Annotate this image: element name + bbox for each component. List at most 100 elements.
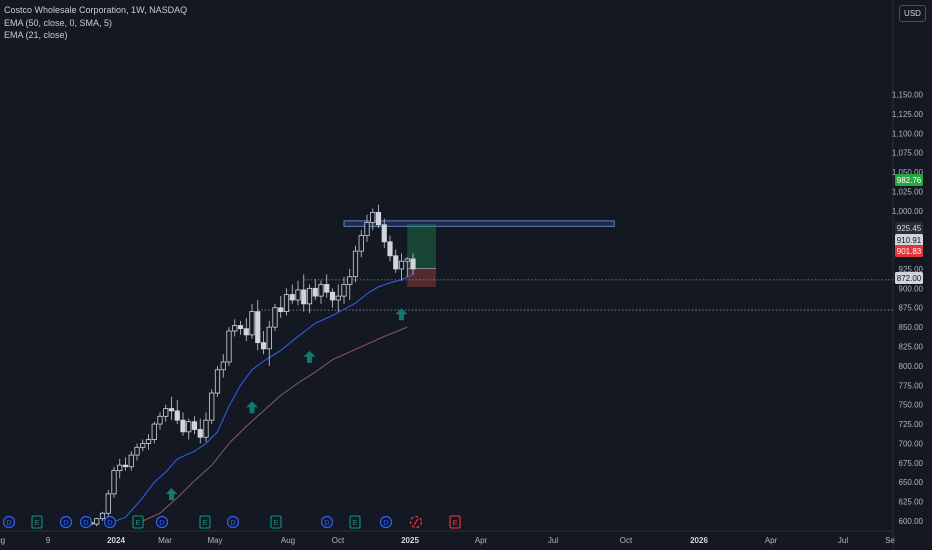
chart-legend: Costco Wholesale Corporation, 1W, NASDAQ…: [4, 4, 187, 42]
dividend-event-icon[interactable]: D: [155, 515, 169, 529]
candle-body-up: [306, 287, 313, 305]
candle: [387, 235, 393, 262]
candle: [312, 279, 318, 300]
candle-body-up: [111, 470, 117, 495]
candle: [203, 412, 209, 442]
candle-body-down: [289, 294, 295, 301]
candle: [398, 253, 405, 281]
candle: [335, 284, 341, 312]
currency-button[interactable]: USD: [899, 5, 926, 22]
time-axis[interactable]: Aug 9 2024 Mar May Aug Oct 2025 Apr Jul Oct 2026 Apr…: [0, 536, 895, 545]
earnings-event-icon[interactable]: E: [270, 515, 282, 529]
price-tick-label: 825.00: [899, 343, 924, 352]
dividend-event-icon[interactable]: D: [103, 515, 117, 529]
split-event-icon[interactable]: [409, 515, 423, 529]
candle: [410, 253, 416, 275]
candle-body-up: [151, 423, 157, 440]
dividend-circle: [155, 515, 169, 529]
earnings-event-icon[interactable]: E: [449, 515, 461, 529]
candle: [111, 466, 117, 498]
candle-body-up: [226, 330, 232, 363]
earnings-glyph: E: [273, 518, 278, 527]
earnings-box: [199, 515, 211, 529]
price-tick-label: 1,125.00: [892, 110, 924, 119]
dividend-event-icon[interactable]: D: [79, 515, 93, 529]
candle-body-up: [128, 454, 134, 468]
candle: [232, 319, 238, 337]
price-tick-label: 875.00: [899, 304, 924, 313]
dividend-circle: [379, 515, 393, 529]
price-tick-label: 1,025.00: [892, 187, 924, 196]
up-arrow-icon: [395, 308, 408, 321]
price-tick-label: 600.00: [899, 517, 924, 526]
candle: [94, 517, 100, 527]
candle-body-up: [249, 311, 255, 336]
candle: [306, 284, 313, 314]
dividend-event-icon[interactable]: D: [2, 515, 16, 529]
dividend-glyph: D: [107, 518, 113, 527]
price-badges: 982.76 925.45 910.91 901.83 872.00: [895, 174, 923, 284]
candle: [197, 418, 203, 444]
candle-body-down: [387, 241, 393, 257]
dividend-event-icon[interactable]: D: [226, 515, 240, 529]
candle-body-up: [347, 276, 353, 285]
symbol-title[interactable]: Costco Wholesale Corporation, 1W, NASDAQ: [4, 5, 188, 15]
price-tick-label: 850.00: [899, 323, 924, 332]
time-tick-label: 2024: [107, 536, 125, 545]
candle-body-up: [94, 518, 100, 525]
dividend-glyph: D: [383, 518, 389, 527]
indicator-ema21[interactable]: EMA (21, close): [4, 30, 68, 40]
earnings-event-icon[interactable]: E: [199, 515, 211, 529]
candle-body-down: [180, 419, 186, 433]
price-tick-label: 1,050.00: [892, 168, 924, 177]
dividend-event-icon[interactable]: D: [379, 515, 393, 529]
candle: [117, 458, 123, 479]
candle: [318, 280, 324, 304]
candle-body-down: [393, 255, 399, 270]
candle-body-up: [341, 284, 347, 297]
candle: [226, 327, 232, 366]
candle-body-down: [122, 464, 129, 468]
candle: [174, 400, 180, 425]
candle-body-up: [352, 250, 359, 278]
resistance-zone: [343, 220, 615, 227]
candle-body-up: [203, 419, 209, 438]
earnings-event-icon[interactable]: E: [349, 515, 361, 529]
time-tick-label: Aug: [0, 536, 5, 545]
earnings-event-icon[interactable]: E: [31, 515, 43, 529]
candle-body-up: [105, 493, 111, 514]
ema50-line: [142, 326, 408, 522]
candle: [220, 354, 226, 378]
dividend-event-icon[interactable]: D: [59, 515, 73, 529]
candle-body-down: [174, 410, 180, 421]
candle-body-up: [209, 392, 215, 421]
time-tick-label: 2025: [401, 536, 419, 545]
indicator-ema50[interactable]: EMA (50, close, 0, SMA, 5): [4, 17, 113, 28]
candle: [140, 439, 146, 452]
badge-bg: [895, 272, 923, 284]
earnings-box: [132, 515, 144, 529]
dividend-event-icon[interactable]: D: [320, 515, 334, 529]
price-badge-target: 982.76: [895, 174, 923, 186]
candle-body-up: [157, 415, 163, 425]
up-arrow-icon: [165, 488, 178, 501]
earnings-event-icon[interactable]: E: [132, 515, 144, 529]
candle: [163, 404, 169, 422]
candle-body-up: [272, 307, 278, 328]
dividend-circle: [2, 515, 16, 529]
candle: [186, 418, 192, 440]
price-tick-label: 650.00: [899, 478, 924, 487]
candle-body-up: [214, 369, 221, 394]
badge-bg: [895, 245, 923, 257]
candle-body-down: [278, 307, 284, 313]
earnings-box: [31, 515, 43, 529]
price-badge-stop: 901.83: [895, 245, 923, 257]
candle-body-down: [260, 342, 267, 350]
candle: [237, 320, 244, 335]
dividend-glyph: D: [6, 518, 12, 527]
candle-body-down: [301, 289, 307, 305]
